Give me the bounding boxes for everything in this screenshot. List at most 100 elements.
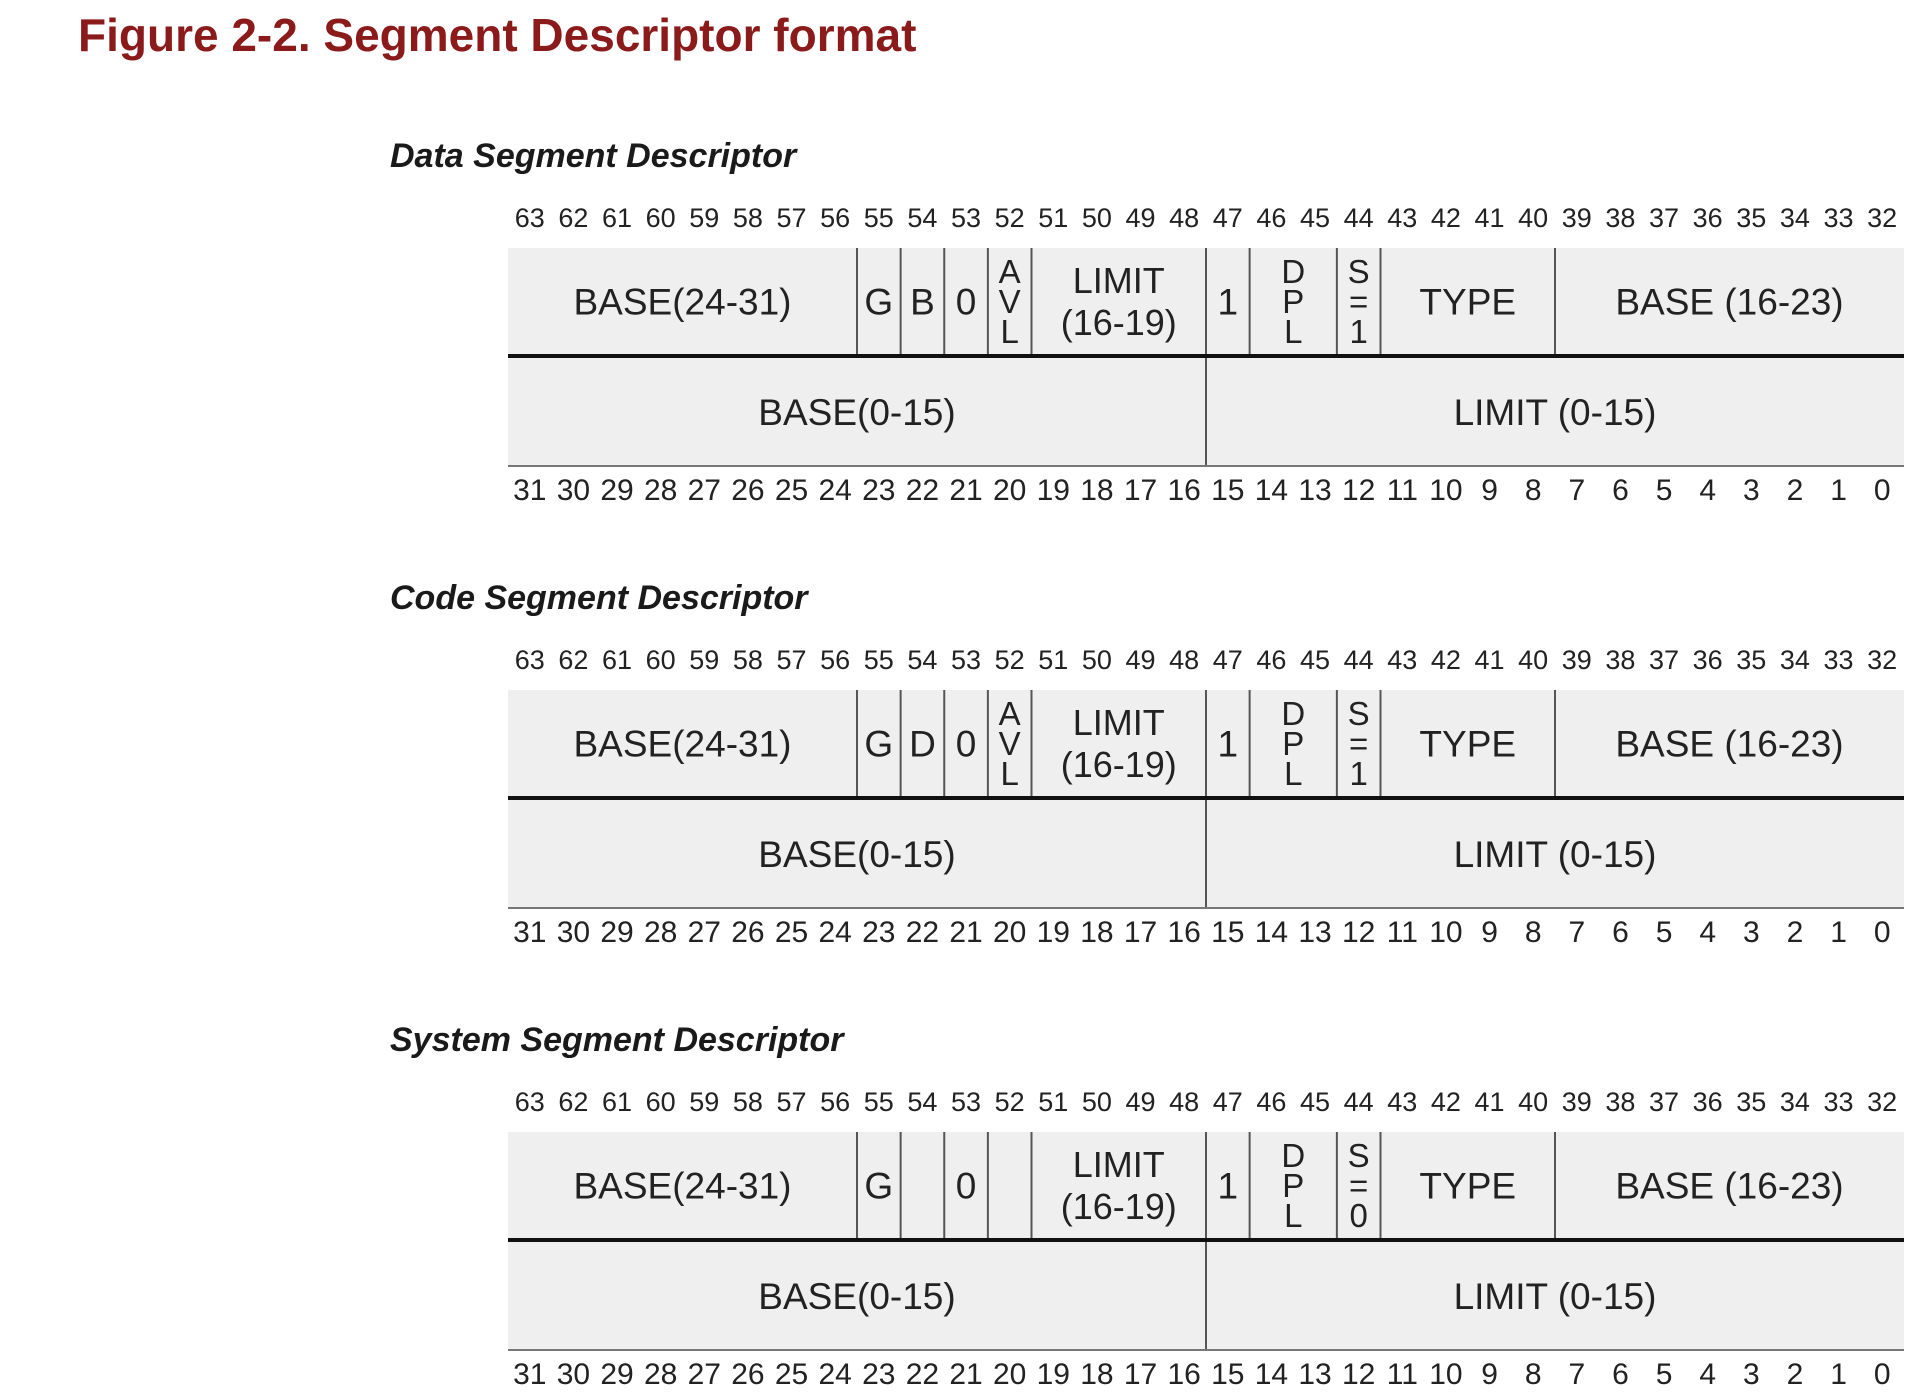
bit-number-top: 37 <box>1649 645 1679 675</box>
bit-number-bottom: 30 <box>557 1358 590 1391</box>
field-label: D <box>909 723 936 764</box>
bit-number-top: 39 <box>1562 1087 1592 1117</box>
bit-number-bottom: 4 <box>1699 916 1716 949</box>
field-label: L <box>1284 1197 1302 1234</box>
bit-number-bottom: 8 <box>1525 474 1542 507</box>
field-label: BASE(0-15) <box>758 834 955 875</box>
bit-number-top: 58 <box>733 203 763 233</box>
bit-number-bottom: 7 <box>1568 474 1585 507</box>
bit-number-bottom: 24 <box>819 474 852 507</box>
bit-number-bottom: 18 <box>1080 474 1113 507</box>
bit-number-top: 34 <box>1780 203 1810 233</box>
bit-number-bottom: 5 <box>1656 1358 1673 1391</box>
bit-number-bottom: 9 <box>1481 916 1498 949</box>
field-label: = <box>1349 725 1368 762</box>
bit-number-top: 33 <box>1824 203 1854 233</box>
field-label: BASE(24-31) <box>574 281 792 322</box>
bit-number-bottom: 30 <box>557 474 590 507</box>
bit-number-bottom: 21 <box>949 916 982 949</box>
bit-number-bottom: 13 <box>1298 1358 1331 1391</box>
bit-number-bottom: 17 <box>1124 916 1157 949</box>
field-label: (16-19) <box>1061 1186 1177 1227</box>
bit-number-bottom: 4 <box>1699 1358 1716 1391</box>
bit-number-top: 51 <box>1038 203 1068 233</box>
bit-number-bottom: 15 <box>1211 1358 1244 1391</box>
bit-number-bottom: 2 <box>1787 916 1804 949</box>
bit-number-top: 56 <box>820 203 850 233</box>
bit-number-top: 57 <box>777 203 807 233</box>
descriptor-subtitle: Data Segment Descriptor <box>390 137 798 175</box>
field-label: = <box>1349 283 1368 320</box>
bit-number-top: 60 <box>646 1087 676 1117</box>
bit-number-top: 42 <box>1431 645 1461 675</box>
field-label: 0 <box>956 1165 977 1206</box>
field-label: BASE(24-31) <box>574 723 792 764</box>
bit-number-bottom: 13 <box>1298 474 1331 507</box>
bit-number-bottom: 11 <box>1387 916 1418 949</box>
bit-number-bottom: 21 <box>949 1358 982 1391</box>
bit-number-bottom: 14 <box>1255 916 1288 949</box>
bit-number-top: 59 <box>689 645 719 675</box>
bit-number-bottom: 27 <box>688 1358 721 1391</box>
field-label: LIMIT (0-15) <box>1454 834 1657 875</box>
bit-number-top: 43 <box>1387 645 1417 675</box>
bit-number-top: 55 <box>864 645 894 675</box>
bit-number-bottom: 5 <box>1656 474 1673 507</box>
bit-number-top: 60 <box>646 203 676 233</box>
bit-number-top: 61 <box>602 1087 632 1117</box>
bit-number-bottom: 31 <box>513 1358 546 1391</box>
bit-number-bottom: 24 <box>819 1358 852 1391</box>
field-label: P <box>1282 283 1304 320</box>
bit-number-top: 50 <box>1082 645 1112 675</box>
bit-number-bottom: 7 <box>1568 916 1585 949</box>
field-label: LIMIT (0-15) <box>1454 1276 1657 1317</box>
bit-number-top: 61 <box>602 203 632 233</box>
field-label: LIMIT <box>1073 1144 1165 1185</box>
bit-number-top: 43 <box>1387 1087 1417 1117</box>
field-label: (16-19) <box>1061 744 1177 785</box>
bit-number-top: 58 <box>733 645 763 675</box>
bit-number-bottom: 4 <box>1699 474 1716 507</box>
field-label: S <box>1348 253 1370 290</box>
bit-number-bottom: 27 <box>688 916 721 949</box>
bit-number-top: 37 <box>1649 1087 1679 1117</box>
bit-number-top: 61 <box>602 645 632 675</box>
bit-number-bottom: 6 <box>1612 916 1629 949</box>
field-label: L <box>1284 313 1302 350</box>
bit-number-top: 50 <box>1082 1087 1112 1117</box>
bit-number-top: 38 <box>1605 1087 1635 1117</box>
bit-number-top: 62 <box>558 203 588 233</box>
bit-number-top: 56 <box>820 1087 850 1117</box>
bit-number-bottom: 28 <box>644 1358 677 1391</box>
bit-number-bottom: 25 <box>775 916 808 949</box>
field-label: 1 <box>1350 755 1368 792</box>
field-label: TYPE <box>1419 281 1516 322</box>
bit-number-bottom: 25 <box>775 1358 808 1391</box>
bit-number-top: 57 <box>777 645 807 675</box>
bit-number-top: 48 <box>1169 1087 1199 1117</box>
bit-number-bottom: 7 <box>1568 1358 1585 1391</box>
bit-number-top: 46 <box>1256 1087 1286 1117</box>
field-label: S <box>1348 1137 1370 1174</box>
field-label: 0 <box>1350 1197 1368 1234</box>
bit-number-bottom: 15 <box>1211 916 1244 949</box>
descriptor-subtitle: Code Segment Descriptor <box>390 579 809 617</box>
bit-number-top: 60 <box>646 645 676 675</box>
bit-number-bottom: 26 <box>731 916 764 949</box>
field-label: D <box>1281 695 1305 732</box>
bit-number-top: 51 <box>1038 1087 1068 1117</box>
bit-number-top: 63 <box>515 645 545 675</box>
bit-number-top: 62 <box>558 645 588 675</box>
bit-number-top: 54 <box>907 1087 937 1117</box>
bit-number-bottom: 12 <box>1342 1358 1375 1391</box>
bit-number-bottom: 2 <box>1787 1358 1804 1391</box>
bit-number-top: 41 <box>1475 645 1505 675</box>
bit-number-bottom: 0 <box>1874 1358 1891 1391</box>
bit-number-bottom: 12 <box>1342 474 1375 507</box>
bit-number-bottom: 17 <box>1124 1358 1157 1391</box>
bit-number-bottom: 10 <box>1429 474 1462 507</box>
field-label: L <box>1284 755 1302 792</box>
field-label: V <box>999 283 1021 320</box>
field-label: BASE(0-15) <box>758 1276 955 1317</box>
bit-number-bottom: 8 <box>1525 916 1542 949</box>
